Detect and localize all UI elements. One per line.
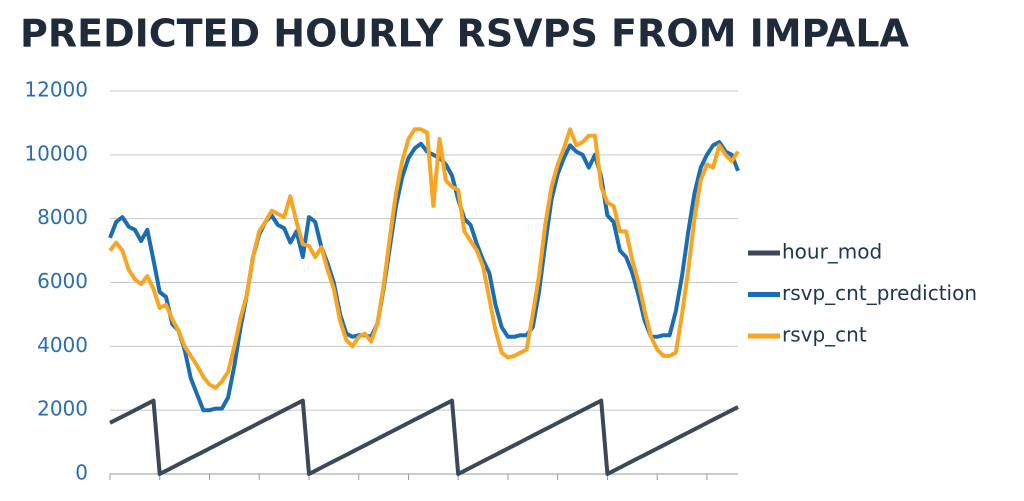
y-tick-label: 0 — [75, 461, 88, 485]
legend-label: rsvp_cnt_prediction — [782, 281, 977, 305]
series-line — [108, 140, 740, 413]
chart-title: PREDICTED HOURLY RSVPS FROM IMPALA — [20, 12, 910, 56]
series-line — [109, 398, 739, 476]
y-tick-label: 4000 — [37, 333, 88, 357]
series-line — [108, 127, 740, 390]
y-tick-label: 12000 — [24, 78, 88, 102]
y-tick-label: 8000 — [37, 205, 88, 229]
legend-label: rsvp_cnt — [782, 323, 867, 347]
legend-label: hour_mod — [782, 240, 882, 264]
y-tick-label: 10000 — [24, 141, 88, 165]
y-tick-label: 6000 — [37, 269, 88, 293]
y-tick-label: 2000 — [37, 397, 88, 421]
